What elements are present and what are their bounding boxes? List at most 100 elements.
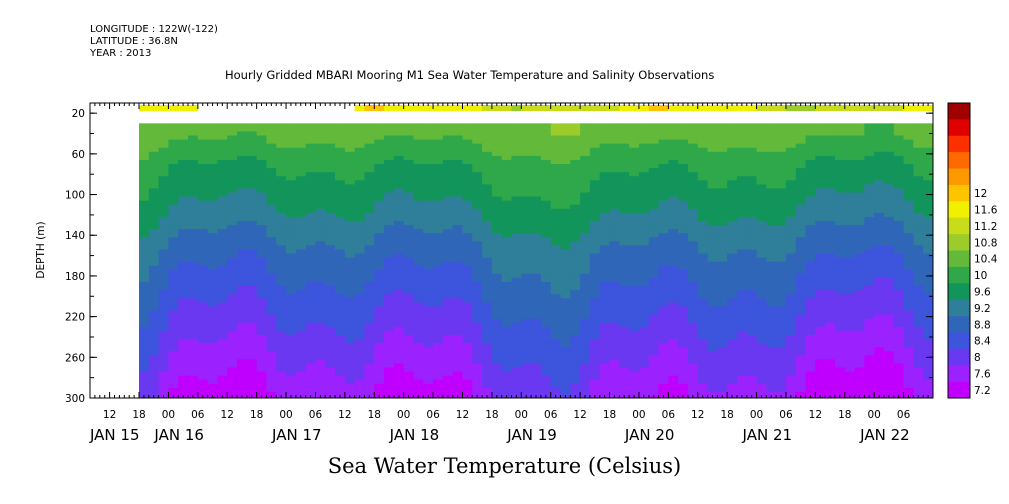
heatmap-cell	[139, 277, 150, 283]
heatmap-cell	[178, 245, 189, 251]
heatmap-cell	[560, 277, 571, 283]
heatmap-cell	[776, 221, 787, 226]
heatmap-cell	[217, 151, 228, 157]
heatmap-cell	[776, 363, 787, 369]
heatmap-cell	[521, 131, 532, 137]
heatmap-cell	[276, 326, 287, 332]
heatmap-cell	[482, 131, 493, 137]
heatmap-cell	[550, 143, 562, 149]
heatmap-cell	[521, 326, 532, 332]
heatmap-cell	[423, 265, 434, 271]
heatmap-cell	[580, 245, 591, 251]
heatmap-cell	[570, 318, 581, 324]
heatmap-cell	[442, 164, 454, 169]
heatmap-cell	[727, 363, 738, 369]
heatmap-cell	[766, 261, 777, 267]
heatmap-cell	[658, 277, 669, 283]
heatmap-cell	[266, 265, 277, 271]
heatmap-cell	[678, 282, 689, 287]
heatmap-cell	[766, 314, 777, 320]
heatmap-cell	[462, 155, 473, 161]
heatmap-cell	[609, 184, 620, 190]
chart-title: Hourly Gridded MBARI Mooring M1 Sea Wate…	[225, 68, 715, 82]
heatmap-cell	[158, 286, 170, 291]
heatmap-cell	[325, 265, 336, 271]
heatmap-cell	[354, 282, 366, 287]
heatmap-cell	[344, 318, 356, 324]
heatmap-cell	[423, 159, 434, 165]
heatmap-cell	[560, 168, 571, 173]
heatmap-cell	[746, 143, 758, 149]
heatmap-cell	[276, 363, 287, 369]
heatmap-cell	[158, 216, 170, 222]
heatmap-cell	[531, 225, 542, 230]
heatmap-cell	[746, 359, 758, 365]
heatmap-cell	[482, 216, 493, 222]
heatmap-cell	[825, 184, 836, 190]
heatmap-cell	[805, 192, 816, 198]
heatmap-cell	[717, 273, 728, 279]
heatmap-cell	[560, 371, 571, 377]
heatmap-cell	[776, 302, 787, 308]
heatmap-cell	[570, 383, 581, 389]
heatmap-cell	[393, 184, 405, 190]
heatmap-cell	[335, 196, 346, 202]
heatmap-cell	[619, 318, 630, 324]
heatmap-cell	[266, 359, 277, 365]
heatmap-cell	[629, 391, 640, 397]
heatmap-cell	[501, 298, 513, 303]
heatmap-cell	[521, 151, 532, 157]
heatmap-cell	[178, 147, 189, 153]
heatmap-cell	[746, 367, 758, 373]
heatmap-cell	[501, 355, 513, 360]
heatmap-cell	[335, 334, 346, 340]
heatmap-cell	[736, 135, 748, 141]
heatmap-cell	[511, 351, 522, 356]
heatmap-cell	[609, 359, 620, 365]
heatmap-cell	[746, 269, 758, 275]
heatmap-cell	[335, 184, 346, 190]
heatmap-cell	[266, 290, 277, 295]
heatmap-cell	[746, 164, 758, 169]
heatmap-cell	[834, 379, 846, 385]
heatmap-cell	[491, 334, 503, 340]
heatmap-cell	[560, 261, 571, 267]
heatmap-cell	[707, 367, 718, 373]
heatmap-cell	[727, 216, 738, 222]
heatmap-cell	[295, 347, 307, 352]
heatmap-cell	[521, 184, 532, 190]
heatmap-cell	[815, 233, 826, 238]
heatmap-cell	[825, 196, 836, 202]
heatmap-cell	[491, 318, 503, 324]
heatmap-cell	[168, 159, 179, 165]
heatmap-cell	[188, 334, 199, 340]
heatmap-cell	[393, 200, 405, 206]
heatmap-cell	[452, 180, 464, 185]
heatmap-cell	[276, 135, 287, 141]
heatmap-cell	[491, 123, 503, 129]
heatmap-cell	[756, 159, 767, 165]
heatmap-cell	[276, 265, 287, 271]
heatmap-cell	[658, 196, 669, 202]
heatmap-cell	[158, 241, 170, 247]
heatmap-cell	[629, 322, 640, 328]
heatmap-cell	[344, 306, 356, 312]
heatmap-cell	[482, 334, 493, 340]
heatmap-cell	[374, 143, 385, 149]
heatmap-cell	[815, 371, 826, 377]
heatmap-cell	[511, 273, 522, 279]
heatmap-cell	[589, 318, 601, 324]
heatmap-cell	[668, 294, 679, 299]
heatmap-cell	[266, 347, 277, 352]
heatmap-cell	[648, 387, 660, 393]
heatmap-cell	[570, 359, 581, 365]
heatmap-cell	[364, 196, 375, 202]
heatmap-cell	[423, 241, 434, 247]
heatmap-cell	[325, 359, 336, 365]
heatmap-cell	[776, 253, 787, 259]
heatmap-cell	[736, 200, 748, 206]
heatmap-cell	[746, 176, 758, 181]
heatmap-cell	[776, 306, 787, 312]
heatmap-cell	[452, 355, 464, 360]
heatmap-cell	[433, 383, 444, 389]
